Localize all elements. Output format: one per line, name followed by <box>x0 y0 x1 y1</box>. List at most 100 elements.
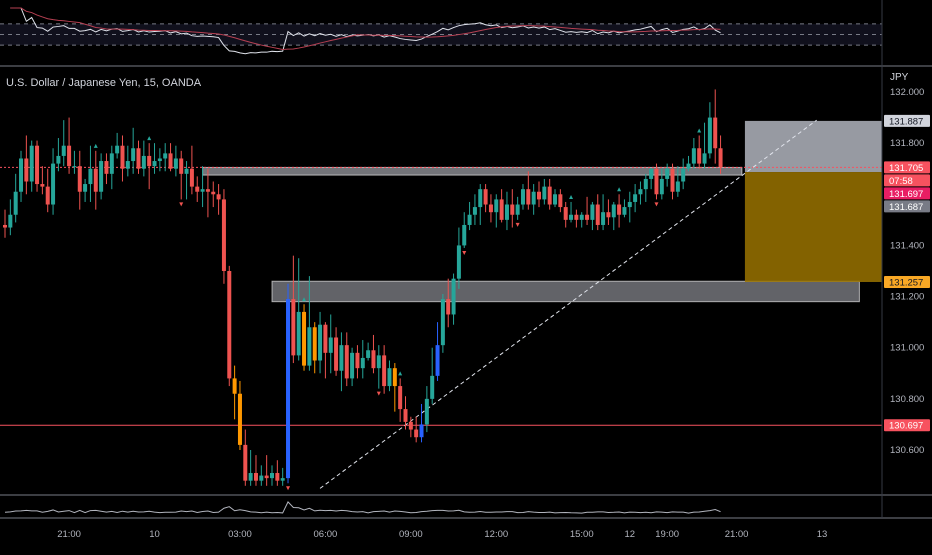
candle-body <box>430 375 435 399</box>
candle <box>467 201 472 231</box>
candle-body <box>462 224 467 246</box>
candle <box>622 199 627 218</box>
candle <box>376 345 381 389</box>
x-tick: 13 <box>817 529 828 540</box>
candle-body <box>659 178 664 195</box>
candle <box>35 140 40 192</box>
candle <box>152 143 157 174</box>
candle <box>302 304 307 371</box>
candle <box>211 181 216 208</box>
candle <box>189 145 194 195</box>
candle-body <box>670 168 675 192</box>
candle-body <box>35 145 40 185</box>
candle-body <box>478 189 483 208</box>
candle <box>243 429 248 486</box>
candle <box>115 132 120 159</box>
candle <box>51 148 56 215</box>
candle <box>350 347 355 387</box>
candle <box>569 201 574 223</box>
candle-body <box>3 224 7 228</box>
candle-body <box>467 214 472 225</box>
candle <box>275 460 280 486</box>
candle <box>221 189 226 284</box>
candle <box>654 163 659 200</box>
candle-body <box>8 214 13 228</box>
candle-body <box>483 189 488 205</box>
candle <box>504 191 509 231</box>
candle-body <box>157 158 162 162</box>
candle-body <box>77 166 82 192</box>
price-tag: 131.887 <box>889 116 923 127</box>
candle <box>638 181 643 205</box>
candle <box>216 184 221 215</box>
candle <box>125 145 130 177</box>
symbol-title[interactable]: U.S. Dollar / Japanese Yen, 15, OANDA <box>6 77 202 89</box>
candle <box>478 184 483 225</box>
sell-signal <box>286 486 291 491</box>
candle <box>574 209 579 228</box>
candle-body <box>147 155 152 167</box>
candle <box>195 176 200 202</box>
candle-body <box>654 168 659 195</box>
candle <box>531 184 536 215</box>
candle-body <box>569 214 574 220</box>
candle <box>617 194 622 228</box>
candle <box>141 140 146 177</box>
candle-body <box>622 207 627 215</box>
candle-body <box>291 299 296 356</box>
candle-body <box>456 245 461 279</box>
candle <box>88 145 93 202</box>
candle-body <box>440 299 445 346</box>
price-tag-bg <box>884 419 930 432</box>
candle-body <box>72 166 77 168</box>
candle <box>387 360 392 392</box>
candle-body <box>211 191 216 195</box>
candle-body <box>595 204 600 225</box>
candle-body <box>131 148 136 162</box>
candle <box>280 467 285 486</box>
candle-body <box>205 189 210 192</box>
candle <box>3 209 7 238</box>
candle-body <box>227 271 232 379</box>
candle <box>718 135 723 174</box>
buy-signal <box>93 143 98 148</box>
candle-body <box>553 194 558 205</box>
candle-body <box>29 145 34 182</box>
y-tick: 132.000 <box>890 87 924 98</box>
candle-body <box>638 189 643 195</box>
candle-body <box>163 153 168 159</box>
candle-body <box>200 189 205 192</box>
candle <box>681 158 686 190</box>
candle-body <box>109 153 114 174</box>
candle <box>344 332 349 387</box>
candle <box>29 140 34 192</box>
candle <box>595 194 600 231</box>
candle-body <box>248 473 253 481</box>
candle-body <box>302 311 307 366</box>
candle-body <box>504 204 509 220</box>
x-tick: 12 <box>624 529 635 540</box>
candle <box>419 403 424 443</box>
candle-body <box>216 194 221 200</box>
candle-body <box>574 214 579 220</box>
candle <box>179 150 184 200</box>
candle <box>173 145 178 177</box>
candle <box>472 194 477 225</box>
candle-body <box>606 212 611 218</box>
candle <box>515 196 520 220</box>
candle <box>649 168 654 190</box>
candle <box>93 150 98 210</box>
candle <box>168 143 173 172</box>
candle-body <box>318 324 323 361</box>
currency-label[interactable]: JPY <box>890 72 909 83</box>
candle-body <box>472 207 477 215</box>
candle-body <box>520 189 525 205</box>
candle <box>382 345 387 394</box>
candle-body <box>253 473 258 481</box>
candle-body <box>280 478 285 481</box>
candle <box>360 340 365 379</box>
candle-body <box>691 148 696 164</box>
candle <box>590 201 595 231</box>
candle <box>200 166 205 208</box>
